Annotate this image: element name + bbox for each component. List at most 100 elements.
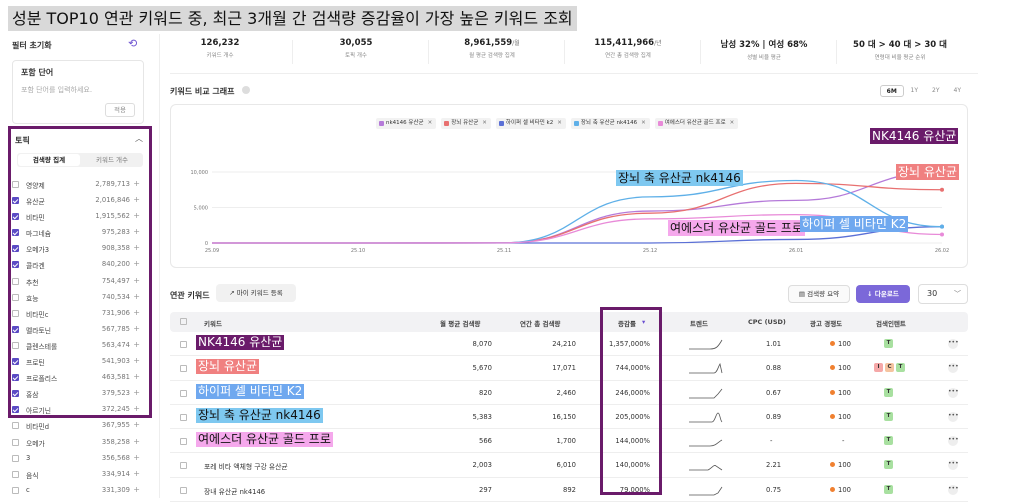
topic-checkbox[interactable] bbox=[12, 181, 19, 188]
plus-icon[interactable]: + bbox=[133, 452, 140, 462]
topic-row[interactable]: 오메가 358,258 + bbox=[12, 435, 152, 451]
topic-row[interactable]: c 331,309 + bbox=[12, 483, 152, 499]
topic-checkbox[interactable] bbox=[12, 261, 19, 269]
column-header[interactable]: CPC (USD) bbox=[748, 318, 786, 326]
topic-checkbox[interactable] bbox=[12, 341, 19, 349]
topic-checkbox[interactable] bbox=[12, 422, 19, 430]
filter-reset-label[interactable]: 필터 초기화 bbox=[12, 41, 52, 50]
tab-keyword-count[interactable]: 키워드 개수 bbox=[96, 156, 128, 164]
plus-icon[interactable]: + bbox=[133, 227, 140, 237]
table-row[interactable]: 포레 비타 액체형 구강 유산균 2,003 6,010 140,000% 2.21 10… bbox=[170, 453, 968, 478]
more-icon[interactable]: ••• bbox=[948, 484, 959, 495]
plus-icon[interactable]: + bbox=[133, 275, 140, 285]
plus-icon[interactable]: + bbox=[133, 291, 140, 301]
sort-desc-icon[interactable]: ▾ bbox=[642, 318, 646, 326]
plus-icon[interactable]: + bbox=[133, 179, 140, 188]
table-row[interactable]: 하이퍼 셀 비타민 K2 820 2,460 246,000% 0.67 100 T ••• bbox=[170, 381, 968, 405]
legend-item[interactable]: 하이퍼 셀 비타민 k2 ✕ bbox=[495, 118, 566, 129]
table-row[interactable]: 여에스더 유산균 골드 프로 566 1,700 144,000% - - T ••• bbox=[170, 429, 968, 454]
download-button[interactable]: ↓ 다운로드 bbox=[856, 285, 910, 303]
plus-icon[interactable]: + bbox=[133, 339, 140, 349]
apply-button[interactable]: 적용 bbox=[105, 103, 135, 117]
legend-item[interactable]: 여에스더 유산균 골드 프로 ✕ bbox=[654, 118, 739, 129]
column-header[interactable]: 연간 총 검색량 bbox=[520, 320, 561, 328]
topic-checkbox[interactable] bbox=[12, 486, 19, 494]
more-icon[interactable]: ••• bbox=[948, 436, 959, 447]
column-header[interactable]: 트렌드 bbox=[690, 320, 708, 328]
plus-icon[interactable]: + bbox=[133, 404, 140, 414]
topic-checkbox[interactable] bbox=[12, 454, 19, 462]
more-icon[interactable]: ••• bbox=[948, 411, 959, 422]
plus-icon[interactable]: + bbox=[133, 356, 140, 366]
topic-row[interactable]: 유산균 2,016,846 + bbox=[12, 193, 152, 209]
topic-row[interactable]: 비타민 1,915,562 + bbox=[12, 209, 152, 225]
period-tab-4y[interactable]: 4Y bbox=[953, 87, 961, 94]
row-checkbox[interactable] bbox=[180, 413, 187, 421]
topic-checkbox[interactable] bbox=[12, 470, 19, 478]
plus-icon[interactable]: + bbox=[133, 484, 140, 494]
topic-row[interactable]: 비타민d 367,955 + bbox=[12, 418, 152, 434]
topic-checkbox[interactable] bbox=[12, 325, 19, 333]
plus-icon[interactable]: + bbox=[133, 307, 140, 317]
refresh-icon[interactable]: ⟲ bbox=[128, 37, 138, 50]
column-header[interactable]: 검색인텐트 bbox=[876, 320, 906, 328]
plus-icon[interactable]: + bbox=[133, 388, 140, 398]
column-header[interactable]: 광고 경쟁도 bbox=[810, 320, 843, 328]
column-header[interactable]: 키워드 bbox=[204, 320, 222, 328]
include-words-input[interactable]: 포함 단어를 입력하세요. bbox=[21, 86, 93, 94]
period-tab-2y[interactable]: 2Y bbox=[932, 87, 940, 94]
period-tab-6m[interactable]: 6M bbox=[880, 85, 904, 97]
period-tab-1y[interactable]: 1Y bbox=[910, 87, 918, 94]
tab-search-volume[interactable]: 검색량 집계 bbox=[18, 154, 80, 166]
topic-row[interactable]: 아르기닌 372,245 + bbox=[12, 402, 152, 418]
close-icon[interactable]: ✕ bbox=[427, 120, 433, 126]
row-checkbox[interactable] bbox=[180, 438, 187, 446]
legend-item[interactable]: 장뇌 유산균 ✕ bbox=[441, 118, 491, 129]
topic-row[interactable]: 음식 334,914 + bbox=[12, 467, 152, 483]
my-keyword-button[interactable]: ↗ 마이 키워드 등록 bbox=[216, 284, 296, 302]
plus-icon[interactable]: + bbox=[133, 436, 140, 446]
more-icon[interactable]: ••• bbox=[948, 339, 959, 349]
keyword-cell[interactable]: 장뇌 유산균 bbox=[196, 359, 260, 375]
row-checkbox[interactable] bbox=[180, 462, 187, 470]
table-row[interactable]: 장뇌 유산균 5,670 17,071 744,000% 0.88 100 I C T ••• bbox=[170, 356, 968, 381]
select-all-checkbox[interactable] bbox=[180, 318, 187, 325]
topic-row[interactable]: 클렌스테롤 563,474 + bbox=[12, 338, 152, 354]
topic-row[interactable]: 추천 754,497 + bbox=[12, 274, 152, 290]
topic-checkbox[interactable] bbox=[12, 390, 19, 398]
topic-row[interactable]: 콜라겐 840,200 + bbox=[12, 257, 152, 273]
topic-row[interactable]: 프로틴 541,903 + bbox=[12, 354, 152, 370]
keyword-cell[interactable]: 하이퍼 셀 비타민 K2 bbox=[196, 383, 305, 399]
chevron-up-icon[interactable]: ︿ bbox=[135, 134, 143, 143]
close-icon[interactable]: ✕ bbox=[557, 120, 562, 126]
page-size-select[interactable]: 30 ﹀ bbox=[918, 284, 968, 304]
keyword-cell[interactable]: 포레 비타 액체형 구강 유산균 bbox=[204, 463, 288, 472]
more-icon[interactable]: ••• bbox=[948, 363, 959, 374]
topic-row[interactable]: 비타민c 731,906 + bbox=[12, 306, 152, 322]
topic-checkbox[interactable] bbox=[12, 309, 19, 317]
topic-checkbox[interactable] bbox=[12, 277, 19, 285]
info-icon[interactable] bbox=[242, 86, 250, 94]
topic-row[interactable]: 영양제 2,789,713 + bbox=[12, 177, 152, 193]
topic-checkbox[interactable] bbox=[12, 406, 19, 414]
topic-row[interactable]: 오메가3 908,358 + bbox=[12, 241, 152, 257]
topic-checkbox[interactable] bbox=[12, 293, 19, 301]
column-header[interactable]: 증감률 bbox=[618, 320, 636, 328]
plus-icon[interactable]: + bbox=[133, 243, 140, 253]
topic-checkbox[interactable] bbox=[12, 197, 19, 205]
table-row[interactable]: NK4146 유산균 8,070 24,210 1,357,000% 1.01 100 T •… bbox=[170, 332, 968, 357]
topic-checkbox[interactable] bbox=[12, 245, 19, 253]
row-checkbox[interactable] bbox=[180, 365, 187, 373]
topic-row[interactable]: 멜라토닌 567,785 + bbox=[12, 322, 152, 338]
topic-row[interactable]: 효능 740,534 + bbox=[12, 290, 152, 306]
topic-checkbox[interactable] bbox=[12, 358, 19, 366]
topic-checkbox[interactable] bbox=[12, 229, 19, 237]
table-row[interactable]: 장내 유산균 nk4146 297 892 79,000% 0.75 100 T ••• bbox=[170, 478, 968, 502]
topic-row[interactable]: 홍삼 379,523 + bbox=[12, 386, 152, 402]
keyword-cell[interactable]: 장내 유산균 nk4146 bbox=[204, 487, 266, 496]
topic-checkbox[interactable] bbox=[12, 438, 19, 446]
legend-item[interactable]: 장뇌 축 유산균 nk4146 ✕ bbox=[570, 118, 650, 129]
topic-checkbox[interactable] bbox=[12, 213, 19, 221]
legend-item[interactable]: nk4146 유산균 ✕ bbox=[376, 118, 437, 129]
row-checkbox[interactable] bbox=[180, 389, 187, 397]
